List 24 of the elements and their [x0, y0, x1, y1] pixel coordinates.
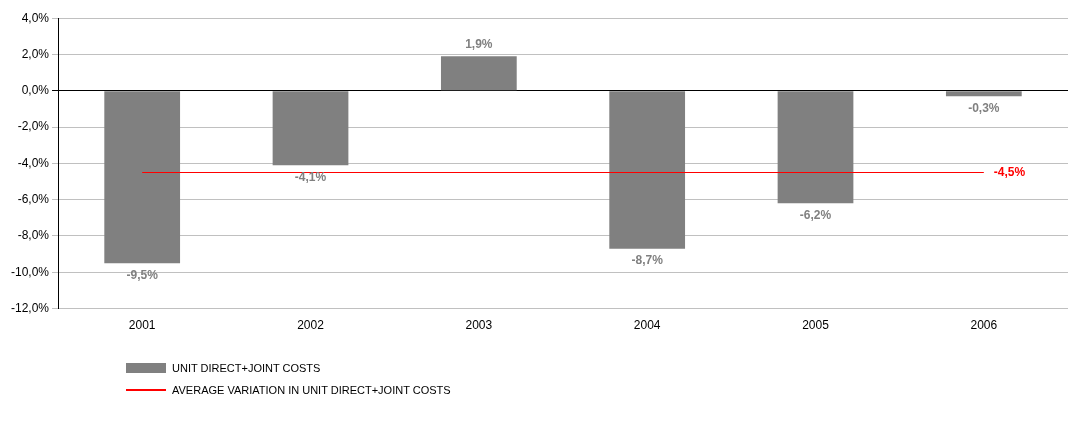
data-label: -0,3%	[968, 100, 1000, 115]
y-tick-label: -12,0%	[10, 300, 50, 315]
data-label: -9,5%	[126, 267, 159, 282]
y-tick-label: 2,0%	[21, 46, 50, 61]
x-tick-label: 2005	[802, 318, 830, 333]
y-tick-label: -6,0%	[17, 192, 50, 207]
legend-label: UNIT DIRECT+JOINT COSTS	[172, 362, 321, 374]
x-tick-label: 2004	[633, 318, 661, 333]
legend-label: AVERAGE VARIATION IN UNIT DIRECT+JOINT COSTS	[172, 384, 451, 396]
y-tick-label: -8,0%	[17, 228, 50, 243]
y-tick-label: 4,0%	[21, 10, 50, 25]
data-label: -6,2%	[799, 207, 832, 222]
data-label: -4,1%	[294, 169, 327, 184]
x-tick-label: 2006	[970, 318, 998, 333]
x-tick-label: 2002	[297, 318, 325, 333]
data-label: -4,5%	[993, 164, 1026, 179]
data-label: 1,9%	[465, 36, 493, 51]
x-tick-label: 2003	[465, 318, 493, 333]
x-tick-label: 2001	[128, 318, 156, 333]
y-tick-label: -10,0%	[10, 264, 50, 279]
y-tick-label: 0,0%	[21, 83, 50, 98]
data-label: -8,7%	[631, 253, 664, 268]
y-tick-label: -4,0%	[17, 155, 50, 170]
y-tick-label: -2,0%	[17, 119, 50, 134]
